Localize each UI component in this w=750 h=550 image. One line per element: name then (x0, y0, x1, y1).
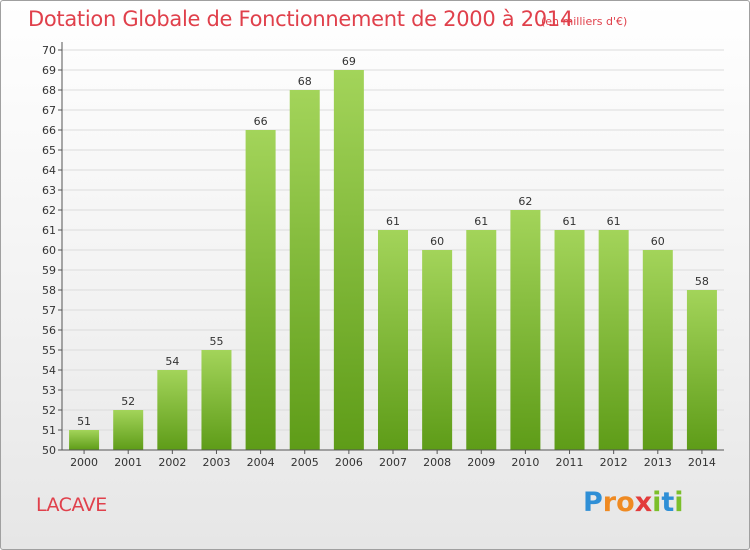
bar-value-label: 58 (695, 275, 709, 288)
chart-title: Dotation Globale de Fonctionnement de 20… (28, 7, 573, 31)
bar (69, 430, 100, 450)
y-tick-label: 60 (42, 244, 56, 257)
y-tick-label: 69 (42, 64, 56, 77)
y-tick-label: 59 (42, 264, 56, 277)
bar (201, 350, 232, 450)
y-tick-label: 62 (42, 204, 56, 217)
y-tick-label: 55 (42, 344, 56, 357)
y-tick-label: 53 (42, 384, 56, 397)
logo-letter: P (583, 487, 603, 518)
chart-subtitle: (en milliers d'€) (541, 15, 628, 28)
bar-value-label: 68 (298, 75, 312, 88)
x-tick-label: 2010 (511, 456, 539, 469)
x-tick-label: 2014 (688, 456, 716, 469)
bar (289, 90, 320, 450)
x-tick-label: 2012 (600, 456, 628, 469)
x-tick-label: 2004 (247, 456, 275, 469)
y-tick-label: 63 (42, 184, 56, 197)
bar (510, 210, 541, 450)
axes: 50 51 52 53 54 55 56 57 58 59 60 61 62 63 64 65 66 67 68 69… (42, 42, 724, 469)
y-tick-label: 70 (42, 44, 56, 57)
y-tick-label: 52 (42, 404, 56, 417)
bar (642, 250, 673, 450)
x-tick-label: 2001 (114, 456, 142, 469)
y-tick-label: 57 (42, 304, 56, 317)
y-tick-label: 67 (42, 104, 56, 117)
y-tick-label: 54 (42, 364, 56, 377)
logo-letter: o (616, 487, 635, 518)
bar (113, 410, 144, 450)
x-tick-label: 2008 (423, 456, 451, 469)
bar-value-label: 51 (77, 415, 91, 428)
bar (598, 230, 629, 450)
x-tick-label: 2005 (291, 456, 319, 469)
bar-value-label: 66 (254, 115, 268, 128)
x-tick-label: 2011 (556, 456, 584, 469)
x-tick-label: 2007 (379, 456, 407, 469)
bar-value-label: 62 (518, 195, 532, 208)
logo-letter: i (674, 487, 684, 518)
bar (245, 130, 276, 450)
logo-letter: i (652, 487, 662, 518)
x-tick-label: 2003 (202, 456, 230, 469)
y-tick-label: 56 (42, 324, 56, 337)
logo-letter: x (634, 487, 653, 518)
y-tick-label: 51 (42, 424, 56, 437)
bar (157, 370, 188, 450)
y-tick-label: 61 (42, 224, 56, 237)
bar-value-label: 52 (121, 395, 135, 408)
x-tick-label: 2002 (158, 456, 186, 469)
y-tick-label: 68 (42, 84, 56, 97)
bar-value-label: 55 (209, 335, 223, 348)
x-tick-label: 2000 (70, 456, 98, 469)
x-tick-label: 2013 (644, 456, 672, 469)
bar (554, 230, 585, 450)
x-tick-label: 2009 (467, 456, 495, 469)
y-tick-label: 64 (42, 164, 56, 177)
bar (378, 230, 408, 450)
logo-letter: t (661, 487, 675, 518)
bar (686, 290, 717, 450)
y-tick-label: 65 (42, 144, 56, 157)
bar (422, 250, 453, 450)
y-tick-label: 50 (42, 444, 56, 457)
bar-value-label: 61 (607, 215, 621, 228)
y-tick-label: 58 (42, 284, 56, 297)
bars: 51 52 54 55 66 68 69 61 60 61 62 61 61 60 58 (69, 55, 717, 450)
bar-value-label: 61 (563, 215, 577, 228)
y-tick-label: 66 (42, 124, 56, 137)
bar (466, 230, 497, 450)
bar-value-label: 61 (474, 215, 488, 228)
bar (333, 70, 364, 450)
commune-name: LACAVE (36, 494, 107, 516)
proxiti-logo[interactable]: Proxiti (583, 487, 684, 518)
bar-value-label: 54 (165, 355, 179, 368)
logo-letter: r (602, 487, 617, 518)
x-tick-label: 2006 (335, 456, 363, 469)
bar-value-label: 69 (342, 55, 356, 68)
bar-value-label: 60 (430, 235, 444, 248)
bar-value-label: 61 (386, 215, 400, 228)
bar-value-label: 60 (651, 235, 665, 248)
